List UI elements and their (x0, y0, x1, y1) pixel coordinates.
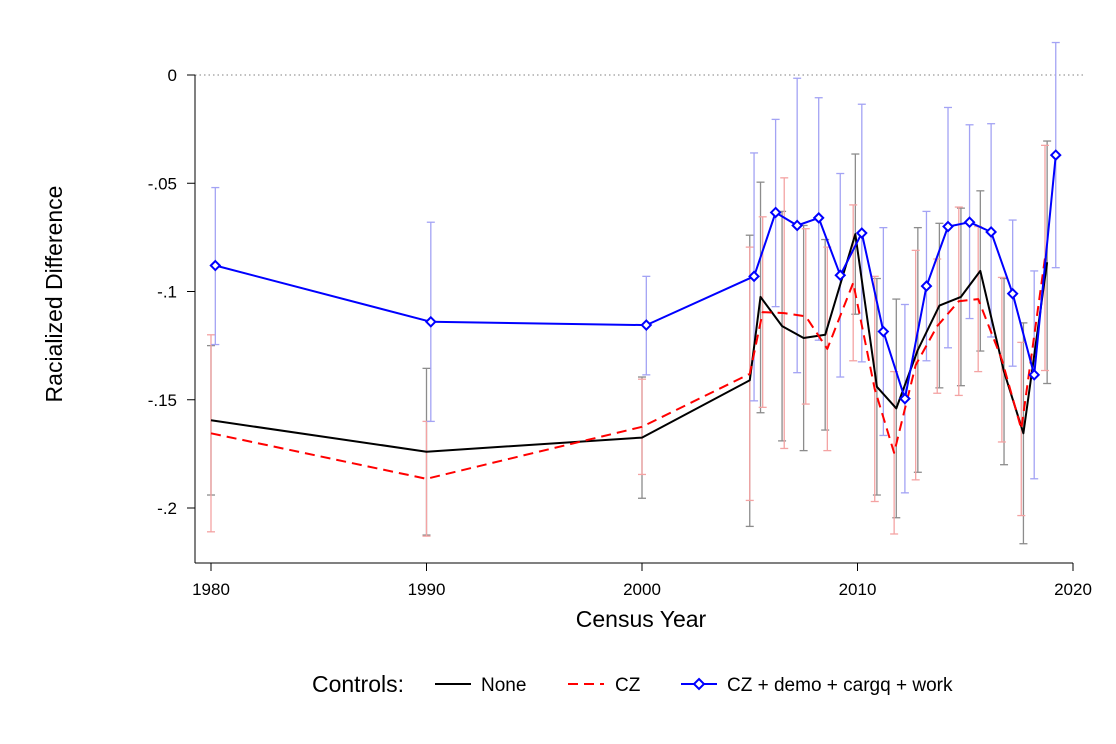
data-point-diamond (942, 220, 954, 233)
x-tick-label: 2000 (623, 580, 661, 599)
data-point-diamond (424, 315, 437, 328)
data-point-diamond (748, 270, 760, 283)
data-point-diamond (209, 259, 222, 272)
series-line-cz (210, 257, 1046, 480)
x-tick-label: 2020 (1054, 580, 1092, 599)
y-tick-label: -.1 (157, 283, 177, 302)
data-point-diamond (769, 206, 782, 219)
legend-label-cz-full: CZ + demo + cargq + work (727, 675, 953, 696)
data-point-diamond (1006, 287, 1019, 300)
legend-title: Controls: (312, 671, 404, 697)
legend-swatch-diamond-icon (692, 677, 706, 691)
y-tick-label: -.15 (148, 391, 177, 410)
y-tick-label: 0 (168, 66, 177, 85)
y-tick-label: -.05 (148, 174, 177, 193)
ci-whisker-1 (801, 228, 810, 405)
legend-label-none: None (481, 675, 526, 696)
x-tick-label: 1980 (192, 580, 230, 599)
series-line-cz-demo-cargq-work (215, 155, 1057, 400)
data-point-diamond (1028, 368, 1041, 381)
data-point-diamond (898, 392, 911, 405)
legend: Controls: None CZ CZ + demo + cargq + wo… (312, 671, 953, 697)
series-line-none (210, 233, 1049, 453)
y-axis-title: Racialized Difference (41, 186, 67, 403)
data-point-diamond (985, 226, 998, 238)
data-point-diamond (920, 280, 933, 293)
x-tick-label: 1990 (408, 580, 446, 599)
data-point-diamond (877, 325, 890, 338)
data-point-diamond (791, 219, 804, 232)
x-tick-label: 2010 (839, 580, 877, 599)
ci-whisker-0 (1043, 140, 1052, 385)
data-point-diamond (834, 269, 847, 282)
ci-whisker-1 (849, 204, 858, 362)
data-point-diamond (812, 211, 825, 224)
data-point-diamond (640, 319, 653, 331)
data-point-diamond (963, 216, 976, 229)
y-tick-label: -.2 (157, 499, 177, 518)
data-point-diamond (855, 227, 868, 239)
legend-label-cz: CZ (615, 675, 641, 696)
x-axis-title: Census Year (576, 606, 707, 632)
data-point-diamond (1049, 149, 1062, 162)
